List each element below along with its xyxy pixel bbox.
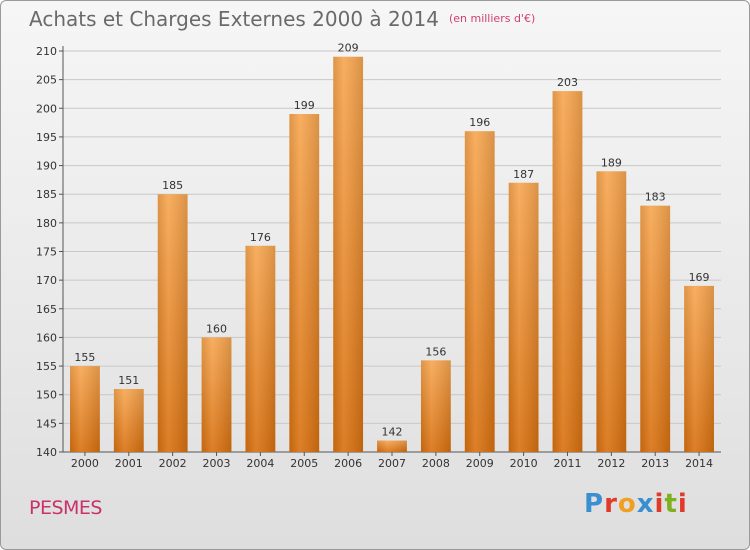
x-tick-label: 2007: [378, 457, 406, 470]
bar-shade: [201, 337, 232, 452]
bar-shade: [464, 131, 495, 452]
x-tick-label: 2014: [685, 457, 713, 470]
x-tick-label: 2000: [71, 457, 99, 470]
bar-shade: [508, 182, 539, 452]
x-tick-label: 2005: [290, 457, 318, 470]
bar-value-label: 209: [338, 42, 359, 55]
logo-letter: x: [636, 489, 655, 519]
x-tick-label: 2002: [159, 457, 187, 470]
x-tick-label: 2013: [641, 457, 669, 470]
x-tick-label: 2003: [203, 457, 231, 470]
bar-value-label: 189: [601, 156, 622, 169]
bar-value-label: 169: [689, 271, 710, 284]
y-tick-label: 160: [36, 331, 57, 344]
bar-shade: [70, 366, 100, 452]
x-tick-label: 2006: [334, 457, 362, 470]
y-tick-label: 200: [36, 102, 57, 115]
y-tick-label: 205: [36, 74, 57, 87]
y-tick-label: 155: [36, 360, 57, 373]
bar-shade: [596, 171, 627, 453]
y-tick-label: 210: [36, 45, 57, 58]
logo-letter: i: [654, 489, 665, 519]
bar-value-label: 176: [250, 231, 271, 244]
bar-shade: [684, 285, 714, 452]
y-tick-label: 145: [36, 417, 57, 430]
bar-shade: [552, 91, 583, 452]
title-text: Achats et Charges Externes 2000 à 2014: [29, 7, 439, 31]
bar-shade: [333, 56, 364, 452]
bar-value-label: 196: [469, 116, 490, 129]
x-tick-label: 2010: [510, 457, 538, 470]
bar-value-label: 203: [557, 76, 578, 89]
y-tick-label: 190: [36, 160, 57, 173]
y-tick-label: 185: [36, 188, 57, 201]
logo-letter: r: [604, 489, 618, 519]
bar-shade: [420, 360, 451, 452]
bar-shade: [113, 388, 144, 452]
y-tick-label: 175: [36, 246, 57, 259]
bar-shade: [157, 194, 188, 452]
bar-value-label: 187: [513, 168, 534, 181]
y-tick-label: 195: [36, 131, 57, 144]
bar-shade: [377, 440, 407, 452]
bar-value-label: 185: [162, 179, 183, 192]
logo-letter: t: [664, 489, 678, 519]
x-tick-label: 2009: [466, 457, 494, 470]
logo-letter: i: [677, 489, 688, 519]
bar-shade: [245, 245, 276, 452]
bar-shade: [640, 205, 671, 452]
bar-value-label: 142: [382, 426, 403, 439]
y-tick-label: 165: [36, 303, 57, 316]
y-tick-label: 140: [36, 446, 57, 459]
bar-shade: [289, 114, 320, 452]
bar-value-label: 183: [645, 191, 666, 204]
proxiti-logo[interactable]: Proxiti: [584, 489, 688, 519]
x-tick-label: 2012: [597, 457, 625, 470]
bar-value-label: 160: [206, 322, 227, 335]
bars: 155 151 185 160 176 199 209 142 156 196 187 203 189 1…: [70, 42, 714, 453]
bar-value-label: 156: [425, 345, 446, 358]
town-name: PESMES: [29, 497, 102, 519]
y-tick-label: 180: [36, 217, 57, 230]
bar-value-label: 199: [294, 99, 315, 112]
x-tick-label: 2011: [553, 457, 581, 470]
y-tick-label: 150: [36, 389, 57, 402]
chart-title: Achats et Charges Externes 2000 à 2014 (e…: [29, 7, 535, 31]
y-tick-label: 170: [36, 274, 57, 287]
x-tick-label: 2001: [115, 457, 143, 470]
chart-subtitle: (en milliers d'€): [448, 12, 536, 25]
logo-letter: o: [617, 489, 637, 519]
logo-letter: P: [584, 489, 605, 519]
x-tick-label: 2004: [246, 457, 274, 470]
bar-value-label: 155: [74, 351, 95, 364]
bar-value-label: 151: [118, 374, 139, 387]
x-tick-label: 2008: [422, 457, 450, 470]
